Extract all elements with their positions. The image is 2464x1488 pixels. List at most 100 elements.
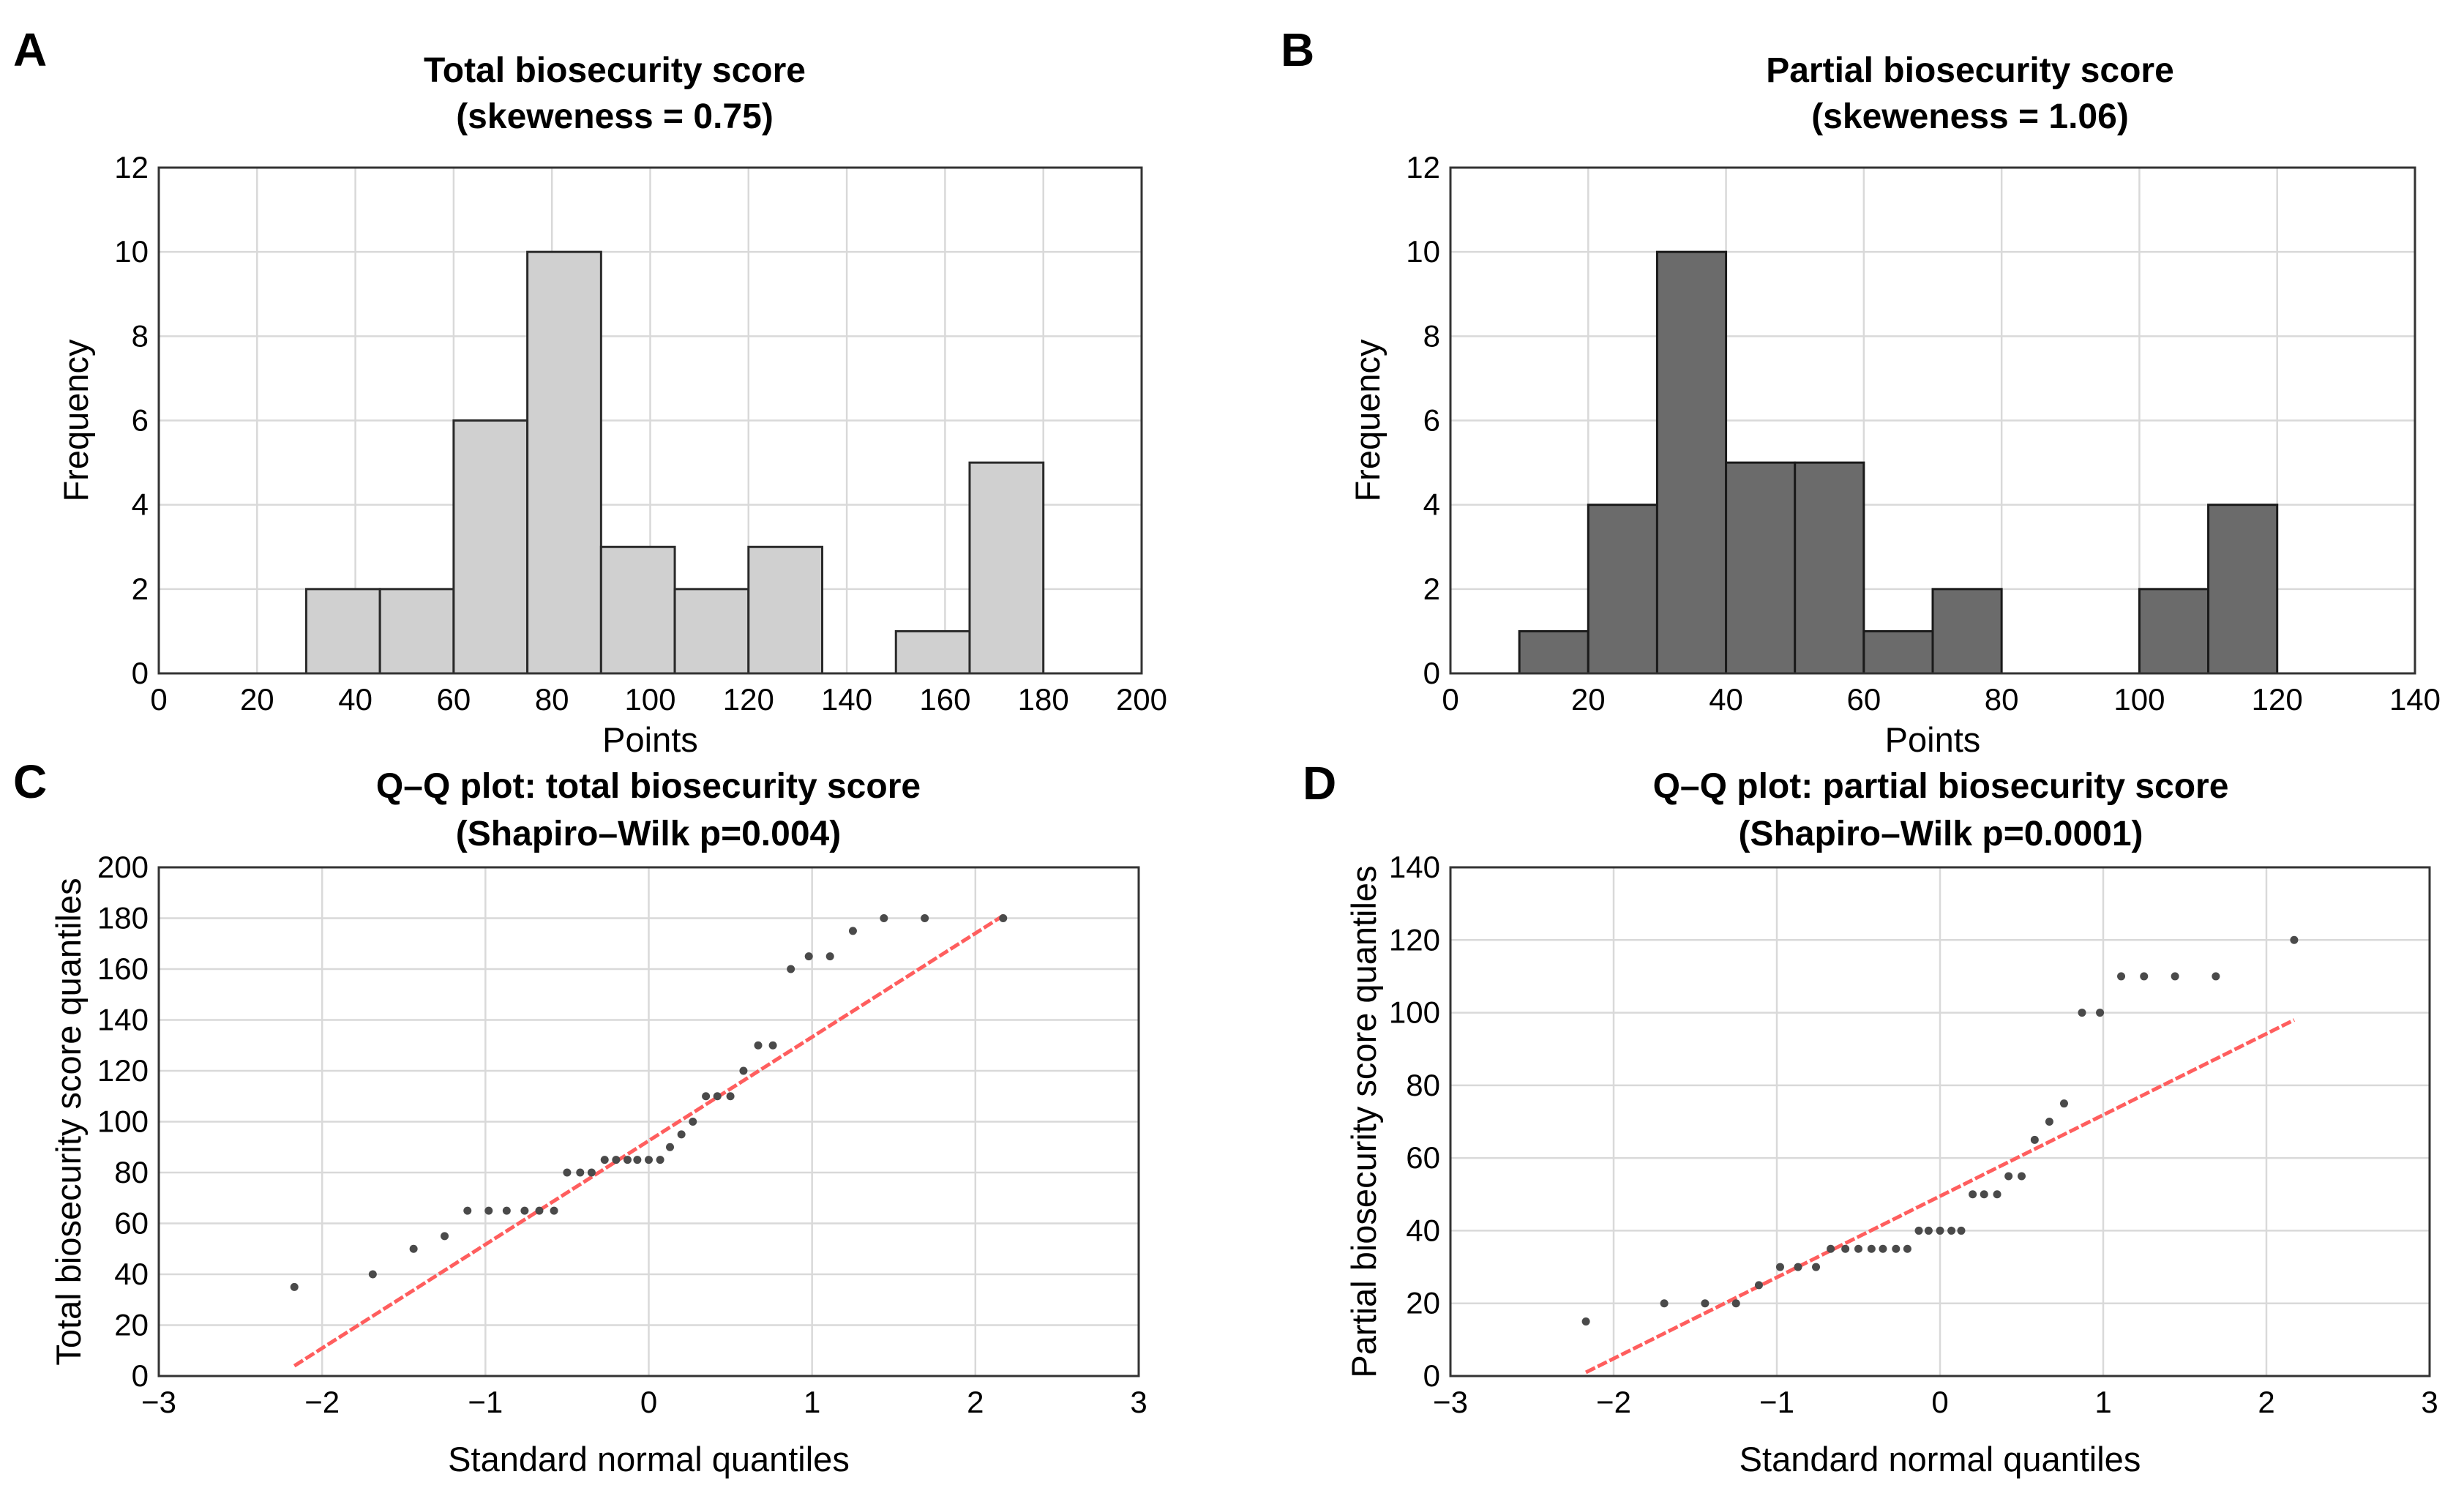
y-tick-label: 80 [114, 1155, 149, 1189]
x-axis-label: Points [602, 720, 698, 759]
qq-point [1731, 1299, 1740, 1308]
x-tick-label: 20 [240, 682, 274, 717]
x-tick-label: 1 [2094, 1385, 2111, 1419]
y-tick-label: 100 [1389, 995, 1440, 1030]
qq-point [726, 1092, 735, 1101]
x-axis-label: Standard normal quantiles [1740, 1440, 2141, 1478]
qq-point [645, 1156, 653, 1164]
y-axis-label: Frequency [1348, 339, 1387, 502]
y-tick-label: 4 [132, 487, 149, 522]
histogram-bar [1931, 588, 2003, 675]
chart-title: (Shapiro–Wilk p=0.0001) [1738, 815, 2143, 853]
panel-letter: D [1303, 757, 1336, 810]
histogram-bar [1587, 504, 1658, 675]
x-tick-label: 20 [1571, 682, 1606, 717]
x-tick-label: 3 [2421, 1385, 2438, 1419]
x-tick-label: 140 [2389, 682, 2441, 717]
panel-letter: A [13, 23, 47, 76]
x-tick-label: 80 [535, 682, 569, 717]
qq-point [368, 1270, 377, 1279]
y-tick-label: 40 [114, 1257, 149, 1291]
panel-a: A Total biosecurity score (skeweness = 0.7… [13, 23, 1167, 759]
qq-point [1754, 1281, 1763, 1290]
qq-point [463, 1206, 472, 1215]
qq-point [484, 1206, 493, 1215]
histogram-bar [1725, 461, 1797, 675]
chart-title: (skeweness = 0.75) [456, 97, 774, 136]
chart-title: (skeweness = 1.06) [1811, 97, 2129, 136]
x-tick-label: 100 [624, 682, 675, 717]
plot-frame [1449, 166, 2416, 675]
qq-point [999, 914, 1008, 922]
histogram-bar [673, 588, 750, 675]
x-tick-label: 100 [2113, 682, 2165, 717]
x-tick-label: 0 [640, 1385, 657, 1419]
qq-point [804, 952, 813, 961]
y-tick-label: 160 [97, 952, 149, 986]
reference-line [1584, 1018, 2296, 1375]
qq-point [2290, 935, 2299, 944]
histogram-bar [1794, 461, 1865, 675]
qq-point [1867, 1244, 1876, 1253]
qq-point [656, 1156, 664, 1164]
qq-point [2059, 1099, 2068, 1108]
panel-letter: B [1281, 23, 1314, 76]
x-tick-label: 0 [1442, 682, 1458, 717]
qq-point [848, 927, 857, 935]
x-tick-label: −3 [141, 1385, 176, 1419]
plot-frame [157, 166, 1143, 675]
y-tick-label: 12 [114, 150, 149, 184]
qq-point [754, 1041, 763, 1050]
qq-point [677, 1130, 686, 1139]
x-axis-label: Points [1885, 720, 1981, 759]
chart-title: (Shapiro–Wilk p=0.004) [456, 815, 841, 853]
qq-point [2078, 1009, 2086, 1017]
histogram-bar [304, 588, 381, 675]
qq-point [768, 1041, 777, 1050]
qq-point [2030, 1135, 2039, 1144]
qq-point [1957, 1226, 1966, 1235]
qq-point [2096, 1009, 2105, 1017]
plot-frame [1449, 866, 2431, 1377]
y-tick-label: 0 [1423, 1358, 1440, 1393]
qq-point [1924, 1226, 1933, 1235]
x-tick-label: 120 [2252, 682, 2303, 717]
y-tick-label: 60 [114, 1206, 149, 1241]
qq-point [1993, 1190, 2001, 1199]
qq-point [1581, 1317, 1590, 1326]
panel-b: B Partial biosecurity score (skeweness = 1… [1281, 23, 2441, 759]
y-tick-label: 180 [97, 901, 149, 935]
chart-title: Q–Q plot: partial biosecurity score [1653, 767, 2229, 806]
y-tick-label: 60 [1406, 1140, 1440, 1175]
histogram-bar [378, 588, 455, 675]
histogram-bar [2207, 504, 2279, 675]
x-tick-label: 2 [2258, 1385, 2274, 1419]
x-tick-label: 180 [1018, 682, 1069, 717]
qq-point [563, 1168, 572, 1177]
qq-point [623, 1156, 632, 1164]
qq-point [409, 1244, 418, 1253]
qq-point [1980, 1190, 1988, 1199]
histogram-bar [1518, 629, 1589, 675]
histogram-bar [747, 545, 824, 675]
qq-point [1794, 1263, 1802, 1271]
y-tick-label: 100 [97, 1104, 149, 1139]
qq-point [1879, 1244, 1887, 1253]
x-tick-label: 60 [1846, 682, 1881, 717]
y-tick-label: 120 [1389, 922, 1440, 957]
y-tick-label: 200 [97, 850, 149, 884]
histogram-bar [2138, 588, 2210, 675]
chart-title: Q–Q plot: total biosecurity score [376, 767, 921, 806]
qq-point [1701, 1299, 1710, 1308]
x-tick-label: 80 [1985, 682, 2019, 717]
qq-point [502, 1206, 511, 1215]
qq-point [633, 1156, 642, 1164]
qq-point [1936, 1226, 1944, 1235]
x-tick-label: 40 [338, 682, 372, 717]
qq-point [880, 914, 888, 922]
histogram-bar [599, 545, 676, 675]
x-axis-label: Standard normal quantiles [448, 1440, 850, 1478]
x-tick-label: 0 [150, 682, 167, 717]
qq-point [1827, 1244, 1835, 1253]
histogram-bar [894, 629, 971, 675]
